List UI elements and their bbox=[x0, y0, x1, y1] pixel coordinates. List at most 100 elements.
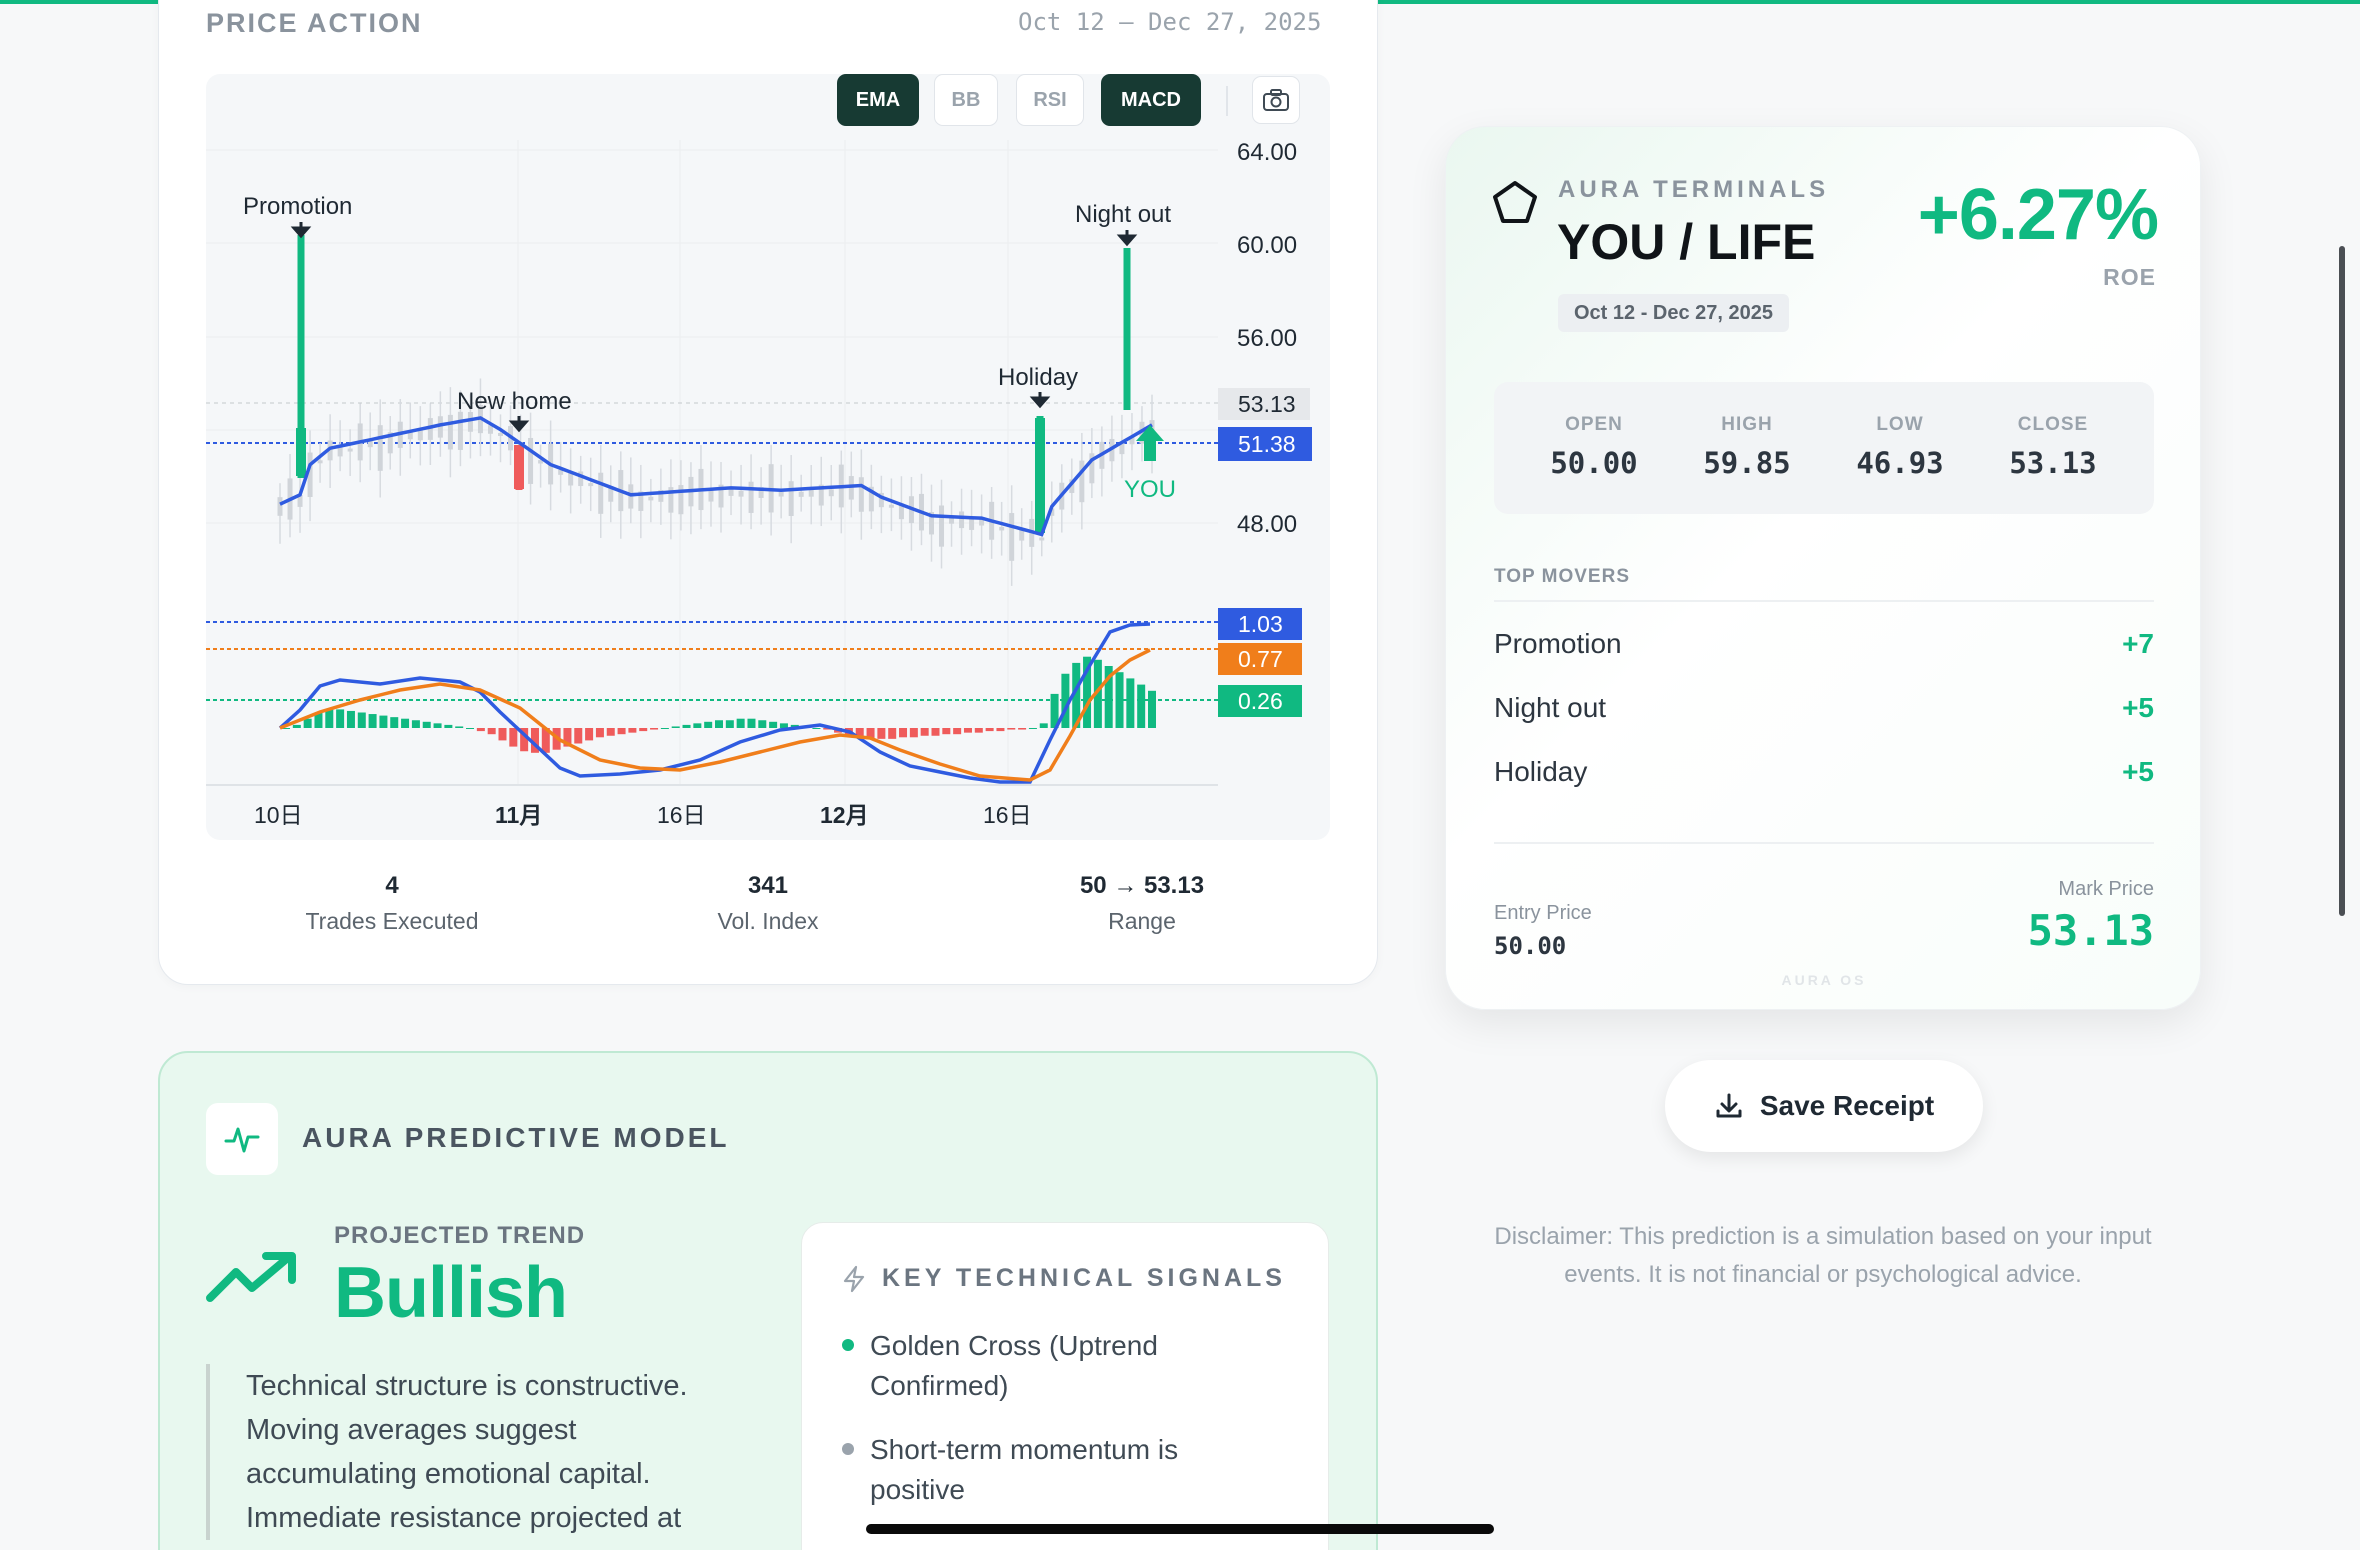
candle-body bbox=[437, 416, 443, 438]
histogram-bar bbox=[476, 728, 485, 732]
macd-line bbox=[278, 622, 1151, 784]
candle-body bbox=[668, 487, 674, 513]
receipt-footer: AURA OS bbox=[1781, 972, 1867, 988]
event-candle bbox=[1035, 418, 1045, 533]
histogram-bar bbox=[585, 728, 594, 741]
histogram-bar bbox=[422, 721, 431, 728]
candle-body bbox=[538, 460, 544, 464]
histogram-bar bbox=[909, 728, 918, 738]
candle-body bbox=[608, 486, 614, 502]
candle-body bbox=[658, 490, 664, 502]
signal-item: Golden Cross (Uptrend Confirmed) bbox=[870, 1330, 1158, 1401]
histogram-bar bbox=[985, 728, 994, 732]
price-tick: 64.00 bbox=[1237, 139, 1297, 166]
roe-label: ROE bbox=[2103, 264, 2156, 290]
candlestick-series bbox=[277, 235, 1155, 586]
candle-body bbox=[427, 418, 433, 440]
candle-body bbox=[648, 496, 654, 501]
event-label: New home bbox=[457, 388, 572, 415]
histogram-bar bbox=[1126, 678, 1135, 728]
ema-toggle[interactable]: EMA bbox=[837, 74, 919, 126]
event-marker-night-out: Night out bbox=[1075, 201, 1171, 247]
signal-item: Short-term momentum is positive bbox=[870, 1434, 1179, 1505]
ohlc-high: HIGH 59.85 bbox=[1703, 414, 1791, 480]
histogram-value-tag: 0.26 bbox=[1238, 688, 1283, 714]
event-candle bbox=[1123, 248, 1131, 410]
histogram-bar bbox=[303, 718, 312, 728]
pulse-icon bbox=[224, 1127, 260, 1153]
histogram-bar bbox=[812, 728, 821, 729]
pulse-icon-badge bbox=[206, 1103, 278, 1175]
histogram-bar bbox=[595, 728, 604, 738]
event-marker-holiday: Holiday bbox=[998, 364, 1078, 409]
candle-body bbox=[778, 492, 784, 497]
histogram-bar bbox=[963, 728, 972, 733]
x-tick: 10日 bbox=[254, 802, 303, 828]
candle-body bbox=[417, 429, 423, 441]
histogram-bar bbox=[1072, 662, 1081, 728]
candle-body bbox=[858, 477, 864, 512]
download-icon bbox=[1716, 1093, 1742, 1118]
price-tick: 60.00 bbox=[1237, 232, 1297, 259]
histogram-bar bbox=[736, 718, 745, 728]
histogram-bar bbox=[563, 728, 572, 747]
histogram-bar bbox=[574, 728, 583, 744]
histogram-bar bbox=[888, 728, 897, 739]
candle-body bbox=[818, 484, 824, 506]
toolbar-divider bbox=[1226, 86, 1228, 116]
signal-bullet bbox=[842, 1443, 854, 1455]
candle-body bbox=[1069, 479, 1075, 493]
mover-row: Holiday +5 bbox=[1494, 756, 2154, 787]
candle-body bbox=[638, 491, 644, 511]
histogram-bar bbox=[1007, 728, 1016, 730]
histogram-bar bbox=[444, 724, 453, 728]
rsi-toggle[interactable]: RSI bbox=[1016, 74, 1084, 126]
scrollbar[interactable] bbox=[2339, 246, 2345, 916]
event-candle bbox=[514, 445, 524, 489]
histogram-bar bbox=[866, 728, 875, 739]
histogram-bar bbox=[974, 728, 983, 733]
histogram-bar bbox=[606, 728, 615, 736]
histogram-bar bbox=[617, 728, 626, 735]
candle-body bbox=[828, 489, 834, 497]
histogram-bar bbox=[466, 728, 475, 729]
candle-body bbox=[447, 414, 453, 450]
candle-body bbox=[387, 432, 393, 454]
bb-toggle[interactable]: BB bbox=[934, 74, 998, 126]
camera-button[interactable] bbox=[1252, 76, 1300, 124]
candle-body bbox=[377, 425, 383, 471]
candle-body bbox=[999, 526, 1005, 531]
divider bbox=[1494, 842, 2154, 844]
candle-body bbox=[1049, 508, 1055, 516]
candle-body bbox=[588, 483, 594, 487]
save-receipt-label[interactable]: Save Receipt bbox=[1759, 1090, 1935, 1121]
histogram-bar bbox=[541, 728, 550, 753]
histogram-bar bbox=[682, 724, 691, 728]
mark-price-value: 53.13 bbox=[2027, 906, 2154, 955]
histogram-bar bbox=[942, 728, 951, 735]
trending-up-icon bbox=[206, 1252, 296, 1302]
candle-body bbox=[317, 460, 323, 464]
price-tick: 56.00 bbox=[1237, 325, 1297, 352]
candle-body bbox=[1079, 460, 1085, 503]
save-receipt-button[interactable]: Save Receipt bbox=[1665, 1060, 1983, 1152]
candle-body bbox=[1119, 442, 1125, 455]
candle-body bbox=[277, 497, 283, 516]
histogram-bar bbox=[855, 728, 864, 738]
histogram-bar bbox=[390, 717, 399, 728]
histogram-bar bbox=[1039, 723, 1048, 728]
macd-toggle[interactable]: MACD bbox=[1101, 74, 1201, 126]
x-tick: 12月 bbox=[820, 802, 869, 828]
receipt-brand: AURA TERMINALS bbox=[1558, 176, 1830, 203]
x-tick: 16日 bbox=[657, 802, 706, 828]
candle-body bbox=[708, 489, 714, 502]
candle-body bbox=[367, 439, 373, 448]
histogram-bar bbox=[628, 728, 637, 733]
divider bbox=[1494, 600, 2154, 602]
histogram-bar bbox=[1148, 690, 1156, 728]
candle-body bbox=[1009, 513, 1015, 561]
candle-body bbox=[1039, 537, 1045, 541]
histogram-bar bbox=[1104, 666, 1113, 728]
histogram-bar bbox=[411, 720, 420, 728]
histogram-bar bbox=[1115, 672, 1124, 728]
